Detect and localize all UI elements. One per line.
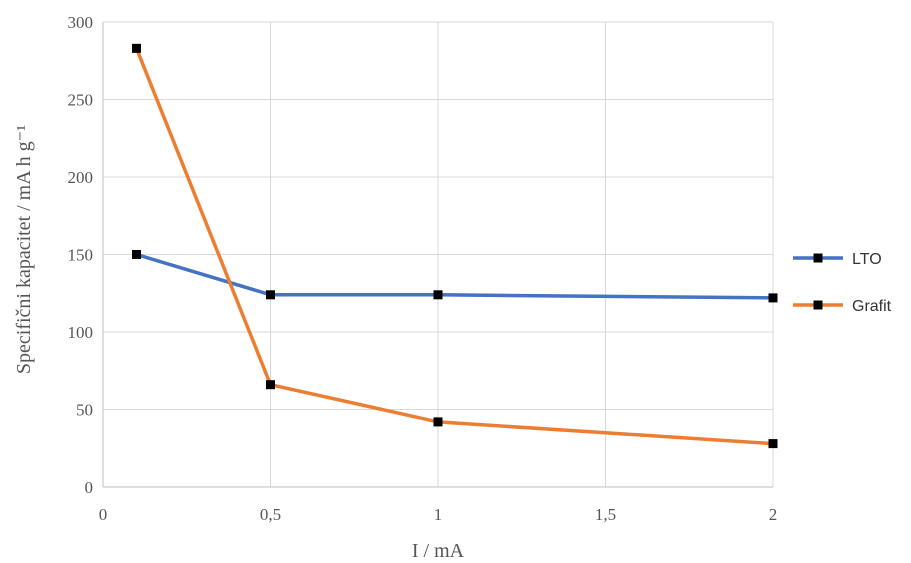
x-tick-label: 1,5 <box>595 505 616 524</box>
y-tick-label: 150 <box>68 246 94 265</box>
data-point-grafit <box>266 380 275 390</box>
x-tick-label: 0 <box>99 505 108 524</box>
y-tick-label: 300 <box>68 13 94 32</box>
data-point-lto <box>266 290 275 300</box>
y-tick-label: 100 <box>68 323 94 342</box>
y-tick-label: 0 <box>85 478 94 497</box>
data-point-grafit <box>132 43 141 53</box>
data-point-grafit <box>433 417 443 427</box>
legend-label-grafit: Grafit <box>852 298 892 315</box>
legend-label-lto: LTO <box>852 251 882 268</box>
legend-marker-lto <box>813 253 823 263</box>
series-line-grafit <box>134 47 774 446</box>
data-point-lto <box>768 293 778 303</box>
y-tick-label: 250 <box>68 91 94 110</box>
legend-marker-grafit <box>813 300 823 310</box>
series-line-lto <box>135 252 774 300</box>
y-tick-label: 200 <box>68 168 94 187</box>
legend: LTO Grafit <box>793 251 892 315</box>
y-tick-label: 50 <box>76 401 93 420</box>
axes <box>102 22 773 488</box>
data-point-grafit <box>768 439 778 449</box>
tick-labels: 0 50 100 150 200 250 300 0 0,5 1 1,5 2 <box>68 13 778 524</box>
series <box>132 43 778 449</box>
x-tick-label: 0,5 <box>260 505 281 524</box>
y-axis-title: Specifični kapacitet / mA h g⁻¹ <box>13 125 35 374</box>
grid <box>103 21 774 487</box>
x-tick-label: 2 <box>769 505 778 524</box>
data-point-lto <box>433 290 443 300</box>
x-tick-label: 1 <box>434 505 443 524</box>
data-point-lto <box>132 250 141 259</box>
x-axis-title: I / mA <box>412 540 465 562</box>
